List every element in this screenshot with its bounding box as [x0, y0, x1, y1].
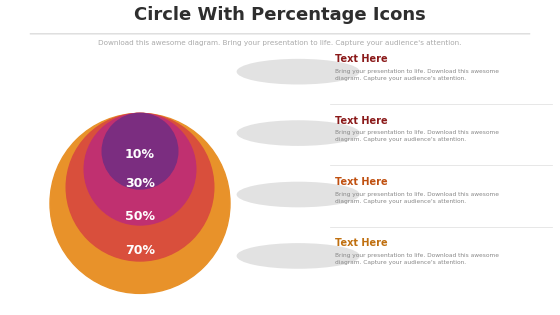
Circle shape: [236, 59, 360, 84]
Text: Text Here: Text Here: [334, 238, 387, 249]
Text: Text Here: Text Here: [334, 54, 387, 64]
Text: Download this awesome diagram. Bring your presentation to life. Capture your aud: Download this awesome diagram. Bring you…: [99, 40, 461, 46]
Text: Bring your presentation to life. Download this awesome
diagram. Capture your aud: Bring your presentation to life. Downloa…: [334, 253, 498, 265]
Text: Text Here: Text Here: [334, 116, 387, 126]
Text: Bring your presentation to life. Download this awesome
diagram. Capture your aud: Bring your presentation to life. Downloa…: [334, 69, 498, 81]
Text: 70%: 70%: [125, 244, 155, 257]
Text: Circle With Percentage Icons: Circle With Percentage Icons: [134, 5, 426, 24]
Text: Bring your presentation to life. Download this awesome
diagram. Capture your aud: Bring your presentation to life. Downloa…: [334, 192, 498, 203]
Circle shape: [236, 243, 360, 269]
Ellipse shape: [66, 113, 214, 261]
Ellipse shape: [50, 113, 230, 293]
Text: Text Here: Text Here: [334, 177, 387, 187]
Ellipse shape: [84, 113, 196, 225]
Circle shape: [236, 120, 360, 146]
Text: 10%: 10%: [125, 148, 155, 161]
Text: 30%: 30%: [125, 177, 155, 190]
Circle shape: [236, 182, 360, 207]
Text: 50%: 50%: [125, 209, 155, 222]
Ellipse shape: [102, 113, 178, 189]
Text: Bring your presentation to life. Download this awesome
diagram. Capture your aud: Bring your presentation to life. Downloa…: [334, 130, 498, 142]
